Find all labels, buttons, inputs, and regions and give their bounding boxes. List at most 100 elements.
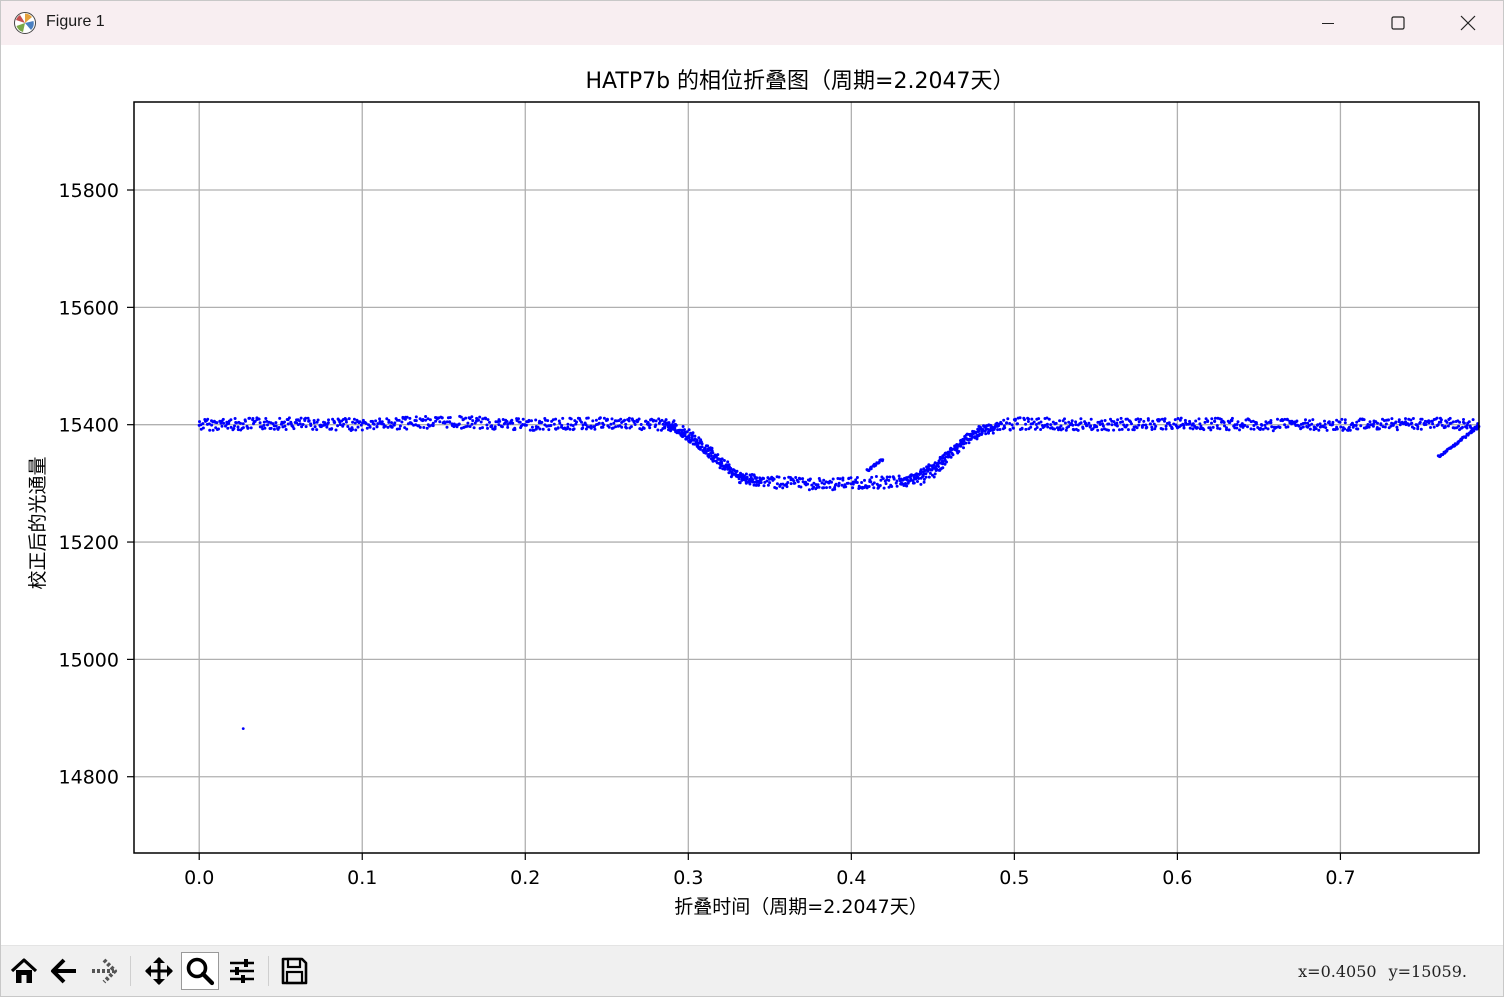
home-button[interactable] [5, 952, 43, 990]
data-point [1216, 426, 1220, 430]
data-point [1049, 423, 1053, 427]
data-point [1430, 419, 1434, 423]
data-point [354, 428, 358, 432]
data-point [1067, 425, 1071, 429]
series-points [241, 727, 245, 731]
zoom-button[interactable] [181, 952, 219, 990]
data-point [1348, 428, 1352, 432]
data-point [408, 416, 412, 420]
data-point [940, 459, 944, 463]
y-tick-label: 15000 [59, 649, 119, 671]
data-point [1432, 425, 1436, 429]
data-point [820, 481, 824, 485]
data-point [1198, 422, 1202, 426]
data-point [1037, 417, 1041, 421]
data-point [1321, 425, 1325, 429]
data-point [572, 427, 576, 431]
data-point [1410, 421, 1414, 425]
data-point [718, 466, 722, 470]
data-point [1235, 426, 1239, 430]
data-point [251, 417, 255, 420]
data-point [654, 423, 658, 427]
data-point [464, 416, 468, 420]
maximize-button[interactable] [1363, 1, 1433, 45]
data-point [994, 424, 998, 428]
data-point [1087, 421, 1091, 425]
move-icon [145, 957, 173, 985]
y-tick-label: 15200 [59, 532, 119, 554]
data-point [424, 418, 428, 422]
title-bar[interactable]: Figure 1 [1, 1, 1503, 45]
data-point [1191, 427, 1195, 431]
data-point [1063, 417, 1066, 421]
data-point [257, 417, 261, 421]
data-point [672, 419, 676, 423]
data-point [849, 476, 853, 480]
data-point [1416, 427, 1420, 431]
data-point [1219, 417, 1223, 421]
data-point [1350, 421, 1354, 425]
chart[interactable]: HATP7b 的相位折叠图（周期=2.2047天） 0.0 0.1 0.2 0.3 0.… [1, 45, 1503, 945]
data-point [500, 425, 504, 429]
data-point [385, 417, 389, 421]
data-point [1316, 423, 1320, 427]
data-point [828, 485, 832, 489]
data-point [834, 482, 838, 486]
data-point [1436, 423, 1440, 427]
data-point [1446, 424, 1450, 428]
data-point [801, 480, 805, 484]
data-point [962, 446, 965, 450]
data-point [687, 436, 691, 440]
forward-button[interactable] [85, 952, 123, 990]
data-point [1039, 420, 1043, 424]
data-point [405, 427, 409, 431]
save-button[interactable] [275, 952, 313, 990]
data-point [306, 416, 310, 420]
close-button[interactable] [1433, 1, 1503, 45]
data-point [1064, 428, 1068, 432]
data-point [506, 425, 510, 429]
back-button[interactable] [45, 952, 83, 990]
data-point [1439, 420, 1443, 424]
data-point [566, 422, 570, 426]
data-point [301, 423, 305, 426]
data-point [261, 427, 265, 431]
arrow-right-icon [92, 958, 117, 984]
configure-subplots-button[interactable] [223, 952, 261, 990]
pan-button[interactable] [140, 952, 178, 990]
data-point [807, 488, 811, 492]
data-point [1471, 418, 1475, 422]
data-point [569, 417, 573, 421]
data-point [712, 459, 716, 463]
data-point [661, 422, 665, 426]
x-tick-label: 0.2 [510, 867, 540, 889]
data-point [1116, 418, 1120, 422]
data-point [1183, 418, 1187, 422]
data-point [958, 442, 962, 446]
y-axis-ticks: 14800 15000 15200 15400 15600 15800 [59, 180, 134, 789]
data-point [1098, 423, 1102, 426]
data-point [266, 423, 269, 427]
data-point [822, 486, 826, 490]
data-point [277, 426, 281, 429]
figure-canvas[interactable]: HATP7b 的相位折叠图（周期=2.2047天） 0.0 0.1 0.2 0.3 0.… [1, 45, 1503, 945]
data-point [1303, 421, 1307, 425]
data-point [226, 426, 230, 430]
minimize-button[interactable] [1293, 1, 1363, 45]
data-point [1420, 417, 1424, 421]
data-point [1158, 418, 1162, 422]
data-point [1067, 420, 1071, 424]
data-point [887, 485, 891, 489]
data-point [1188, 426, 1192, 430]
data-point [916, 475, 920, 479]
data-point [937, 461, 941, 465]
data-point [620, 425, 624, 429]
data-point [830, 480, 833, 484]
data-point [323, 421, 327, 425]
data-point [1325, 428, 1329, 432]
data-point [1103, 419, 1107, 422]
data-point [716, 453, 720, 457]
data-point [1323, 422, 1327, 426]
data-point [243, 418, 247, 422]
data-point [304, 416, 308, 420]
